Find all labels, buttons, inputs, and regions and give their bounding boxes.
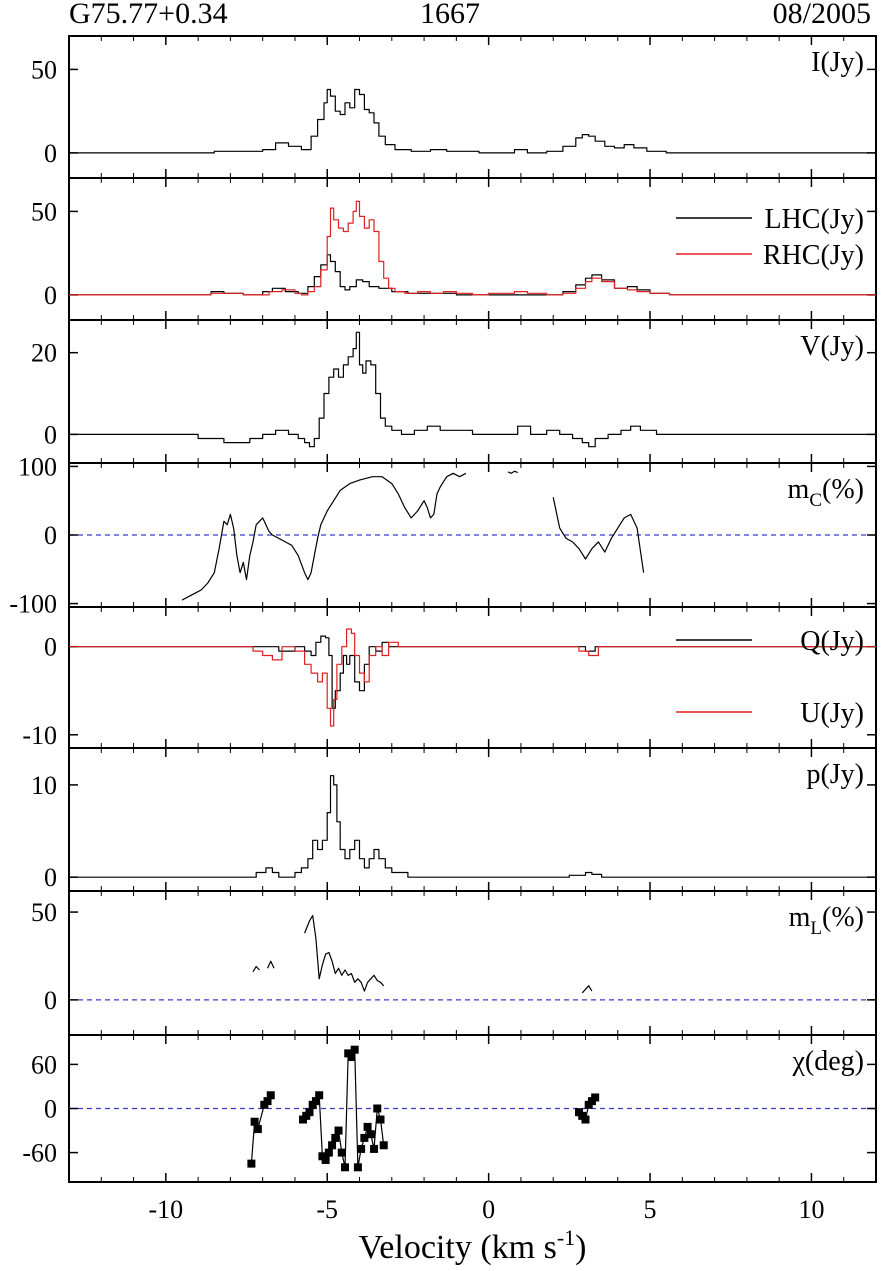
panel-frame [68,177,877,321]
y-tick-label: 0 [44,633,57,662]
panel-frame [68,606,877,749]
y-tick-label: -10 [22,721,57,750]
data-point-marker [360,1133,369,1142]
y-tick-label: 0 [44,420,57,449]
panel-label: χ(deg) [791,1046,864,1077]
x-axis-title: Velocity (km s-1) [359,1225,587,1266]
data-point-marker [350,1045,359,1054]
data-point-marker [266,1091,275,1100]
series-mc-1 [507,470,518,474]
data-point-marker [347,1053,356,1062]
y-tick-label: 10 [31,771,57,800]
data-point-marker [315,1091,324,1100]
data-point-marker [247,1159,256,1168]
y-tick-label: 0 [44,281,57,310]
panel-label: V(Jy) [800,331,864,362]
panel-label: mC(%) [788,474,864,511]
y-tick-label: 0 [44,139,57,168]
x-tick-label: 0 [482,1195,495,1224]
x-tick-label: 10 [798,1195,824,1224]
data-point-marker [305,1108,314,1117]
panel-label: p(Jy) [806,759,864,790]
y-tick-label: 50 [31,55,57,84]
panel-p: 0 10 p(Jy) [31,747,877,892]
data-point-marker [366,1130,375,1139]
y-tick-label: 20 [31,339,57,368]
data-point-marker [357,1144,366,1153]
legend-label: Q(Jy) [800,626,864,657]
data-point-marker [311,1097,320,1106]
y-tick-label: 0 [44,521,57,550]
panel-QU: -10 0 Q(Jy) U(Jy) [22,606,877,750]
legend-label: RHC(Jy) [763,240,864,271]
series-ml-2 [304,915,385,992]
data-point-marker [581,1115,590,1124]
data-point-marker [250,1117,259,1126]
y-tick-label: 50 [31,898,57,927]
series-i-0 [69,88,876,154]
series-p-0 [69,775,876,878]
series-ml-3 [581,985,593,994]
panel-frame [68,890,877,1036]
panel-label: I(Jy) [811,47,864,78]
panel-frame [68,319,877,464]
data-point-marker [353,1163,362,1172]
series-u-jy- [69,628,876,727]
series-v-0 [69,331,876,448]
panel-V: 0 20 V(Jy) [31,319,877,464]
data-point-marker [376,1115,385,1124]
data-point-marker [337,1148,346,1157]
data-point-marker [324,1148,333,1157]
data-point-marker [334,1126,343,1135]
x-tick-label: -10 [149,1195,184,1224]
panel-mC: -100 0 100 mC(%) [9,452,877,619]
epoch-header: 08/2005 [772,0,871,30]
series-lhc-jy- [69,254,876,296]
source-name-header: G75.77+0.34 [69,0,228,30]
data-point-marker [363,1122,372,1131]
y-tick-label: -100 [9,590,57,619]
y-tick-label: 50 [31,197,57,226]
data-point-marker [253,1125,262,1134]
series-mc-0 [181,472,467,601]
y-tick-label: -60 [22,1139,57,1168]
series-ml-0 [252,965,260,973]
y-tick-label: 0 [44,863,57,892]
y-tick-label: 100 [18,452,57,481]
y-tick-label: 0 [44,1095,57,1124]
data-point-marker [328,1141,337,1150]
data-point-marker [263,1097,272,1106]
data-point-marker [591,1093,600,1102]
panel-frame [68,747,877,892]
data-point-marker [340,1163,349,1172]
panel-I: 0 50 I(Jy) [31,35,877,179]
data-point-marker [373,1104,382,1113]
y-tick-label: 60 [31,1050,57,1079]
legend-label: U(Jy) [800,698,864,729]
panel-mL: 0 50 mL(%) [31,890,877,1036]
panel-LR: 0 50 LHC(Jy) RHC(Jy) [31,177,877,321]
panel-label: mL(%) [789,902,864,939]
data-point-marker [321,1155,330,1164]
data-point-marker [379,1141,388,1150]
panel-chi: -60 0 60 χ(deg) -10 -5 0 5 10 [22,1034,877,1224]
x-tick-label: -5 [316,1195,338,1224]
series-rhc-jy- [69,200,876,296]
x-tick-label: 5 [644,1195,657,1224]
series-ml-1 [266,960,275,969]
frequency-header: 1667 [420,0,480,30]
data-point-marker [331,1133,340,1142]
legend-label: LHC(Jy) [764,204,864,235]
data-point-marker [370,1144,379,1153]
y-tick-label: 0 [44,986,57,1015]
panel-frame [68,35,877,179]
series-mc-2 [552,497,645,573]
